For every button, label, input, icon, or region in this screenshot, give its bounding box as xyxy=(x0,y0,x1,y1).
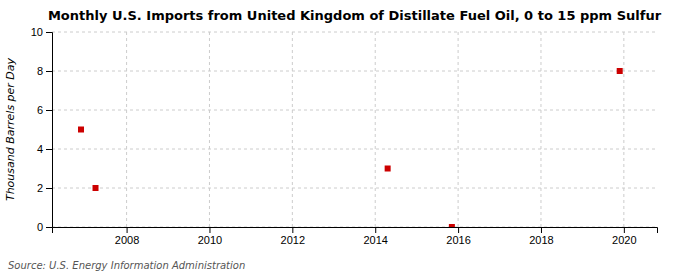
y-tick-label: 4 xyxy=(37,143,43,155)
grid xyxy=(52,32,657,227)
y-tick-mark xyxy=(46,32,52,33)
y-tick-label: 2 xyxy=(37,182,43,194)
plot-area: 2008 2010 2012 2014 2016 2018 2020 0 2 4 6 8 10 xyxy=(31,26,658,246)
point xyxy=(93,185,99,191)
x-tick-label: 2008 xyxy=(115,234,139,246)
point xyxy=(449,224,455,227)
x-tick-mark xyxy=(209,227,210,233)
y-tick: 2 xyxy=(37,182,52,194)
x-grid-line xyxy=(458,32,459,227)
points xyxy=(78,68,623,227)
x-tick: 2010 xyxy=(198,227,222,246)
y-tick-mark xyxy=(46,188,52,189)
point xyxy=(78,127,84,133)
y-tick-mark xyxy=(46,71,52,72)
x-tick-label: 2014 xyxy=(363,234,387,246)
x-grid-line xyxy=(623,32,624,227)
y-tick: 4 xyxy=(37,143,52,155)
chart: 2008 2010 2012 2014 2016 2018 2020 0 2 4 6 8 10 Month… xyxy=(0,0,675,275)
point xyxy=(617,68,623,74)
y-axis-line xyxy=(46,33,53,228)
y-grid-line xyxy=(52,188,657,189)
x-tick-mark xyxy=(292,227,293,233)
y-grid-line xyxy=(52,110,657,111)
x-tick-label: 2010 xyxy=(198,234,222,246)
source-note: Source: U.S. Energy Information Administ… xyxy=(8,260,245,271)
y-tick: 10 xyxy=(31,26,52,38)
x-tick: 2008 xyxy=(115,227,139,246)
y-grid-line xyxy=(52,149,657,150)
y-tick-label: 6 xyxy=(37,104,43,116)
x-tick-mark xyxy=(375,227,376,233)
point xyxy=(385,166,391,172)
y-grid-line xyxy=(52,32,657,33)
y-grid-line xyxy=(52,71,657,72)
y-tick-label: 10 xyxy=(31,26,43,38)
x-tick-mark xyxy=(127,227,128,233)
x-tick-mark xyxy=(624,227,625,233)
x-axis-line xyxy=(53,228,658,234)
x-tick-label: 2018 xyxy=(529,234,553,246)
x-tick-label: 2016 xyxy=(446,234,470,246)
x-grid-line xyxy=(540,32,541,227)
title: Monthly U.S. Imports from United Kingdom… xyxy=(48,8,662,23)
x-tick: 2016 xyxy=(446,227,470,246)
x-tick: 2018 xyxy=(529,227,553,246)
x-grid-line xyxy=(292,32,293,227)
x-grid-line xyxy=(209,32,210,227)
x-tick-mark xyxy=(458,227,459,233)
x-tick-label: 2020 xyxy=(612,234,636,246)
y-tick-mark xyxy=(46,149,52,150)
x-grid-line xyxy=(126,32,127,227)
y-tick-label: 0 xyxy=(37,221,43,233)
y-tick-mark xyxy=(46,227,52,228)
x-tick-mark xyxy=(541,227,542,233)
x-tick: 2014 xyxy=(363,227,387,246)
y-tick: 8 xyxy=(37,65,52,77)
x-tick-label: 2012 xyxy=(281,234,305,246)
x-grid-line xyxy=(375,32,376,227)
x-axis: 2008 2010 2012 2014 2016 2018 2020 xyxy=(53,227,658,246)
y-axis-label: Thousand Barrels per Day xyxy=(4,57,17,201)
x-tick: 2012 xyxy=(281,227,305,246)
x-tick: 2020 xyxy=(612,227,636,246)
y-tick: 0 xyxy=(37,221,52,233)
y-tick-label: 8 xyxy=(37,65,43,77)
y-tick-mark xyxy=(46,110,52,111)
y-axis: 0 2 4 6 8 10 xyxy=(31,26,53,233)
y-tick: 6 xyxy=(37,104,52,116)
